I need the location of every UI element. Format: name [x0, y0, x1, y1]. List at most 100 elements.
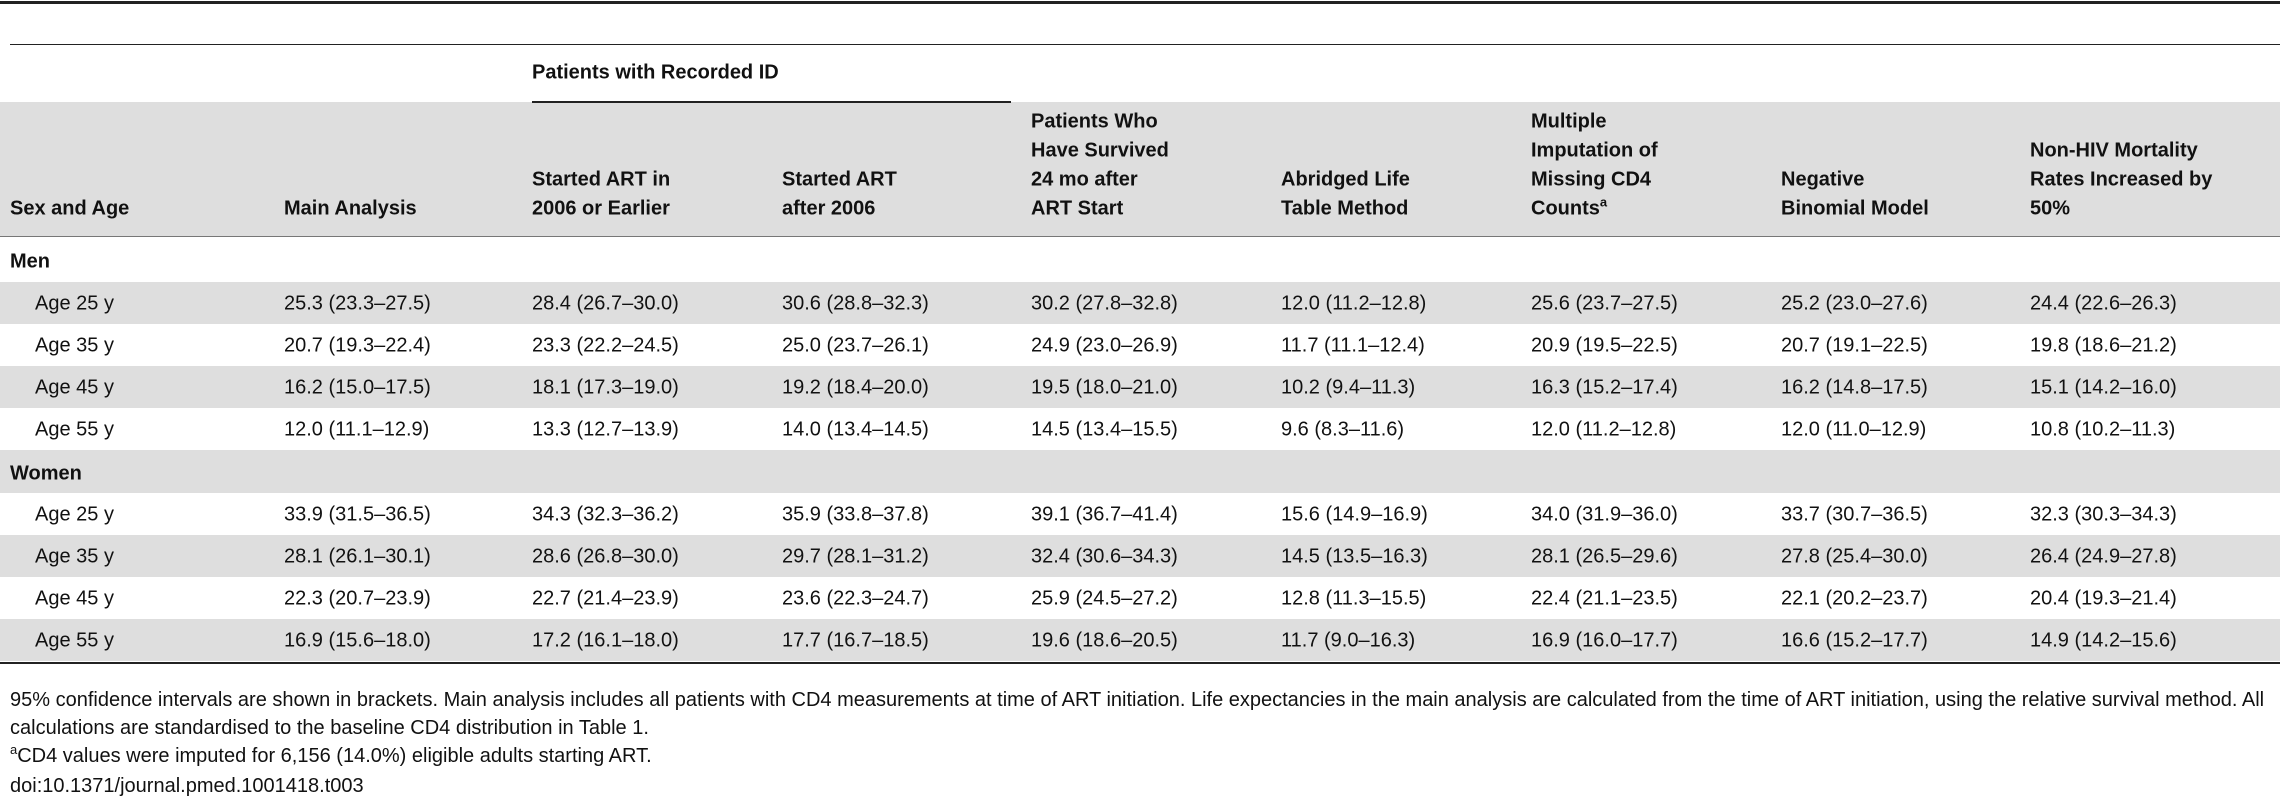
footnote-text: CD4 values were imputed for 6,156 (14.0%… — [17, 745, 652, 767]
cell-value: 26.4 (24.9–27.8) — [2030, 545, 2177, 568]
column-header: Countsa — [1531, 194, 1608, 220]
header-band — [0, 102, 2280, 237]
cell-value: 30.6 (28.8–32.3) — [782, 292, 929, 315]
cell-value: 34.3 (32.3–36.2) — [532, 503, 679, 526]
cell-value: 12.0 (11.0–12.9) — [1781, 418, 1927, 441]
column-header: Multiple — [1531, 110, 1607, 133]
cell-value: 20.9 (19.5–22.5) — [1531, 334, 1678, 357]
column-header: Started ART in — [532, 168, 671, 191]
cell-value: 35.9 (33.8–37.8) — [782, 503, 929, 526]
cell-value: 14.5 (13.4–15.5) — [1031, 418, 1178, 441]
cell-value: 28.6 (26.8–30.0) — [532, 545, 679, 568]
cell-value: 39.1 (36.7–41.4) — [1031, 503, 1178, 526]
cell-value: 24.4 (22.6–26.3) — [2030, 292, 2177, 315]
cell-value: 19.6 (18.6–20.5) — [1031, 629, 1178, 652]
cell-value: 25.6 (23.7–27.5) — [1531, 292, 1678, 315]
cell-value: 18.1 (17.3–19.0) — [532, 376, 679, 399]
top-rule — [0, 1, 2280, 4]
column-header: Missing CD4 — [1531, 168, 1652, 191]
cell-value: 9.6 (8.3–11.6) — [1281, 418, 1405, 441]
cell-value: 30.2 (27.8–32.8) — [1031, 292, 1178, 315]
cell-value: 19.5 (18.0–21.0) — [1031, 376, 1178, 399]
cell-value: 14.0 (13.4–14.5) — [782, 418, 929, 441]
cell-value: 16.6 (15.2–17.7) — [1781, 629, 1928, 652]
cell-value: 17.7 (16.7–18.5) — [782, 629, 929, 652]
cell-value: 28.4 (26.7–30.0) — [532, 292, 679, 315]
cell-value: 27.8 (25.4–30.0) — [1781, 545, 1928, 568]
column-header: Started ART — [782, 168, 897, 191]
row-label: Age 35 y — [35, 334, 114, 357]
section-label: Women — [10, 462, 82, 484]
cell-value: 33.9 (31.5–36.5) — [284, 503, 431, 526]
column-header: Patients Who — [1031, 110, 1158, 133]
cell-value: 19.2 (18.4–20.0) — [782, 376, 929, 399]
cell-value: 10.8 (10.2–11.3) — [2030, 418, 2176, 441]
cell-value: 16.3 (15.2–17.4) — [1531, 376, 1678, 399]
cell-value: 20.7 (19.3–22.4) — [284, 334, 431, 357]
cell-value: 11.7 (11.1–12.4) — [1281, 334, 1425, 357]
cell-value: 22.4 (21.1–23.5) — [1531, 587, 1678, 610]
cell-value: 16.2 (14.8–17.5) — [1781, 376, 1928, 399]
cell-value: 23.3 (22.2–24.5) — [532, 334, 679, 357]
group-rule — [532, 101, 1011, 103]
row-band — [0, 619, 2280, 661]
row-band — [0, 282, 2280, 324]
cell-value: 25.9 (24.5–27.2) — [1031, 587, 1178, 610]
footnote-description: 95% confidence intervals are shown in br… — [10, 689, 2265, 739]
row-label: Age 55 y — [35, 418, 114, 441]
cell-value: 34.0 (31.9–36.0) — [1531, 503, 1678, 526]
table-bottom-rule — [0, 662, 2280, 664]
cell-value: 11.7 (9.0–16.3) — [1281, 629, 1416, 652]
cell-value: 13.3 (12.7–13.9) — [532, 418, 679, 441]
cell-value: 25.2 (23.0–27.6) — [1781, 292, 1928, 315]
column-header: Sex and Age — [10, 197, 130, 220]
column-header: Main Analysis — [284, 197, 417, 220]
cell-value: 32.3 (30.3–34.3) — [2030, 503, 2177, 526]
row-label: Age 45 y — [35, 587, 114, 610]
cell-value: 15.6 (14.9–16.9) — [1281, 503, 1428, 526]
column-header: 24 mo after — [1031, 168, 1138, 191]
cell-value: 25.3 (23.3–27.5) — [284, 292, 431, 315]
cell-value: 10.2 (9.4–11.3) — [1281, 376, 1416, 399]
cell-value: 14.9 (14.2–15.6) — [2030, 629, 2177, 652]
cell-value: 33.7 (30.7–36.5) — [1781, 503, 1928, 526]
row-label: Age 25 y — [35, 503, 114, 526]
row-label: Age 25 y — [35, 292, 114, 315]
footnote-mark: a — [10, 742, 18, 757]
section-label: Men — [10, 250, 50, 272]
column-header: Binomial Model — [1781, 197, 1929, 220]
column-header: Table Method — [1281, 197, 1409, 220]
cell-value: 24.9 (23.0–26.9) — [1031, 334, 1178, 357]
section-band — [0, 450, 2280, 493]
cell-value: 12.0 (11.1–12.9) — [284, 418, 430, 441]
footnote-mark: a — [1599, 194, 1608, 210]
footnote-note: aCD4 values were imputed for 6,156 (14.0… — [10, 742, 2275, 770]
column-header: Non-HIV Mortality — [2030, 139, 2198, 162]
row-label: Age 35 y — [35, 545, 114, 568]
cell-value: 19.8 (18.6–21.2) — [2030, 334, 2177, 357]
row-label: Age 55 y — [35, 629, 114, 652]
column-header: after 2006 — [782, 197, 876, 220]
cell-value: 12.8 (11.3–15.5) — [1281, 587, 1427, 610]
cell-value: 16.9 (15.6–18.0) — [284, 629, 431, 652]
cell-value: 28.1 (26.1–30.1) — [284, 545, 431, 568]
cell-value: 20.7 (19.1–22.5) — [1781, 334, 1928, 357]
cell-value: 12.0 (11.2–12.8) — [1281, 292, 1427, 315]
column-header: Have Survived — [1031, 139, 1169, 162]
cell-value: 17.2 (16.1–18.0) — [532, 629, 679, 652]
cell-value: 15.1 (14.2–16.0) — [2030, 376, 2177, 399]
cell-value: 32.4 (30.6–34.3) — [1031, 545, 1178, 568]
column-header: 50% — [2030, 197, 2071, 220]
header-top-rule — [10, 44, 2280, 45]
row-label: Age 45 y — [35, 376, 114, 399]
cell-value: 12.0 (11.2–12.8) — [1531, 418, 1677, 441]
cell-value: 14.5 (13.5–16.3) — [1281, 545, 1428, 568]
cell-value: 22.7 (21.4–23.9) — [532, 587, 679, 610]
doi: doi:10.1371/journal.pmed.1001418.t003 — [10, 775, 364, 797]
column-header: Rates Increased by — [2030, 168, 2213, 191]
cell-value: 25.0 (23.7–26.1) — [782, 334, 929, 357]
header-bottom-rule — [0, 236, 2280, 237]
column-header: ART Start — [1031, 197, 1124, 220]
column-header: 2006 or Earlier — [532, 197, 670, 220]
group-header: Patients with Recorded ID — [532, 61, 779, 84]
